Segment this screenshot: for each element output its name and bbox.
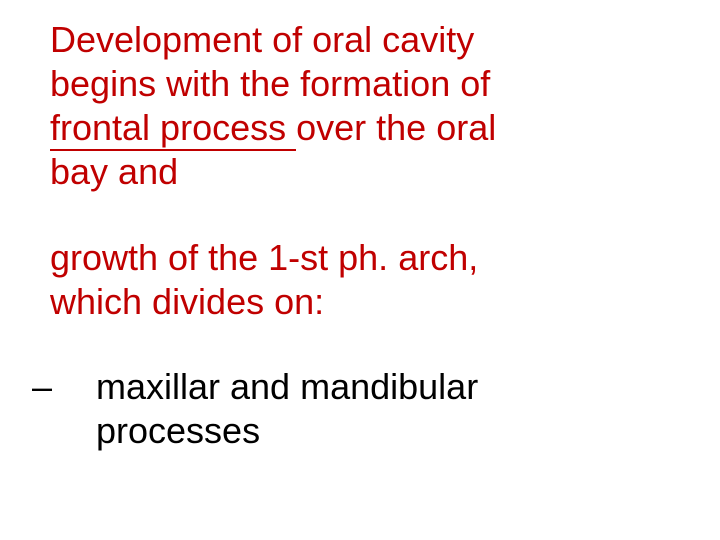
- bullet-line-a: maxillar and mandibular: [96, 366, 478, 407]
- p2-line-b: which divides on:: [50, 281, 324, 322]
- p1-underlined-term: frontal process: [50, 107, 296, 151]
- paragraph-1: Development of oral cavity begins with t…: [50, 18, 670, 194]
- paragraph-gap-1: [50, 194, 670, 236]
- paragraph-2: growth of the 1-st ph. arch, which divid…: [50, 236, 670, 324]
- bullet-line-b: processes: [96, 410, 260, 451]
- p1-line-c-rest: over the oral: [296, 107, 496, 148]
- p2-line-a: growth of the 1-st ph. arch,: [50, 237, 478, 278]
- p1-line-a: Development of oral cavity: [50, 19, 474, 60]
- bullet-item: –maxillar and mandibular processes: [50, 365, 670, 453]
- bullet-block: –maxillar and mandibular processes: [50, 365, 670, 453]
- p1-line-b: begins with the formation of: [50, 63, 490, 104]
- slide: Development of oral cavity begins with t…: [0, 0, 720, 540]
- p1-line-d: bay and: [50, 151, 178, 192]
- dash-icon: –: [64, 365, 96, 409]
